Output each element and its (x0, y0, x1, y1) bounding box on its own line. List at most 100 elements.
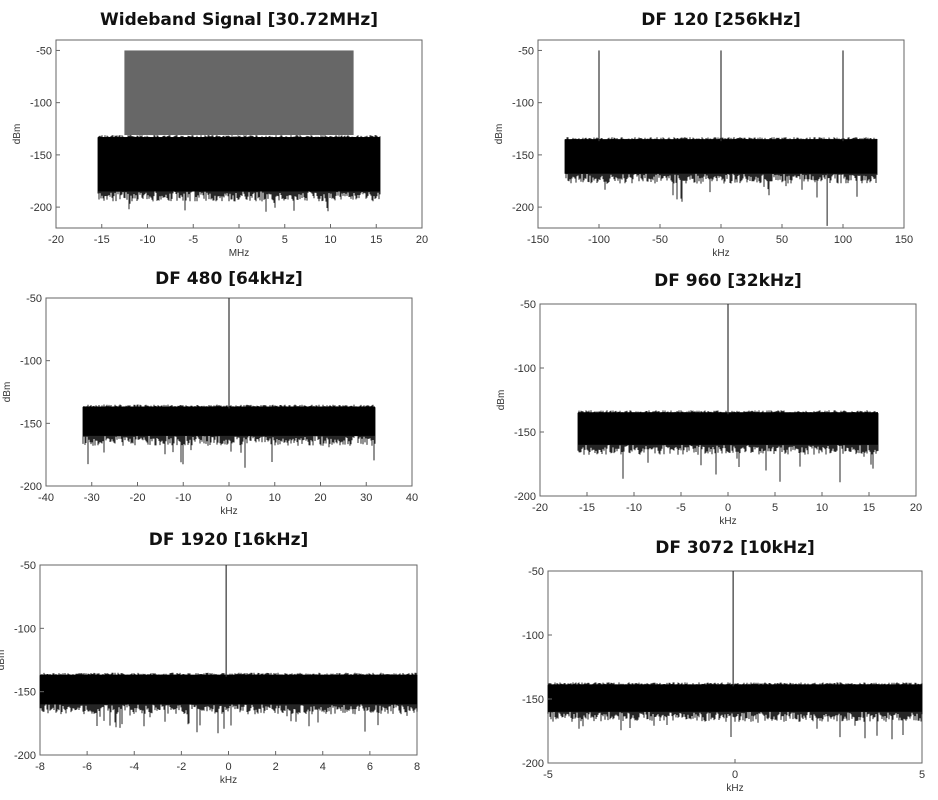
x-axis-label: kHz (712, 248, 729, 259)
x-tick-label: 0 (225, 761, 231, 773)
plot-area (547, 570, 923, 764)
subplot-2: DF 120 [256kHz] -150 -100 -50 0 50 100 150 -50 -1… (494, 10, 913, 259)
y-tick-label: -100 (20, 356, 42, 368)
x-tick-label: 6 (367, 761, 373, 773)
x-tick-label: 2 (273, 761, 279, 773)
y-tick-label: -150 (30, 150, 52, 162)
x-axis-label: kHz (726, 783, 743, 794)
y-tick-label: -50 (26, 293, 42, 305)
x-tick-label: 0 (226, 492, 232, 504)
x-tick-label: -150 (527, 234, 549, 246)
x-tick-label: -20 (130, 492, 146, 504)
x-tick-label: 10 (269, 492, 281, 504)
x-tick-label: 15 (370, 234, 382, 246)
x-axis-label: kHz (719, 516, 736, 527)
x-tick-label: -10 (140, 234, 156, 246)
x-tick-label: -6 (82, 761, 92, 773)
x-tick-label: 4 (320, 761, 326, 773)
x-axis-label: MHz (229, 248, 250, 259)
subplot-5: DF 1920 [16kHz] -8 -6 -4 -2 0 2 4 6 8 -50 -100 -150 -… (0, 530, 420, 786)
y-axis-label: dBm (0, 650, 7, 671)
y-tick-label: -150 (20, 418, 42, 430)
x-tick-label: -5 (676, 502, 686, 514)
chart-title: DF 480 [64kHz] (155, 269, 303, 289)
y-axis-label: dBm (494, 124, 505, 145)
y-tick-label: -150 (514, 427, 536, 439)
y-tick-label: -50 (528, 566, 544, 578)
y-tick-label: -200 (514, 491, 536, 503)
x-tick-label: 10 (816, 502, 828, 514)
y-tick-label: -100 (514, 363, 536, 375)
subplot-4: DF 960 [32kHz]-20 -15 -10 -5 0 5 10 15 20-50-100… (496, 271, 922, 527)
x-tick-label: 40 (406, 492, 418, 504)
x-tick-label: -5 (543, 769, 553, 781)
x-tick-label: 10 (324, 234, 336, 246)
y-tick-label: -50 (518, 45, 534, 57)
x-tick-label: 5 (282, 234, 288, 246)
chart-title: DF 3072 [10kHz] (655, 538, 815, 558)
y-tick-label: -150 (512, 150, 534, 162)
x-tick-label: 0 (236, 234, 242, 246)
y-tick-label: -200 (512, 202, 534, 214)
x-tick-label: -15 (94, 234, 110, 246)
noise-floor-series (82, 404, 376, 468)
y-tick-label: -200 (30, 202, 52, 214)
subplot-1: Wideband Signal [30.72MHz]-20 -15 -10 -5 0 5 1… (12, 10, 428, 259)
x-tick-label: -15 (579, 502, 595, 514)
x-tick-label: -10 (175, 492, 191, 504)
y-tick-label: -200 (20, 481, 42, 493)
x-tick-label: 50 (776, 234, 788, 246)
y-axis-label: dBm (12, 124, 23, 145)
y-tick-label: -150 (14, 687, 36, 699)
y-tick-label: -200 (14, 750, 36, 762)
y-tick-label: -150 (522, 694, 544, 706)
x-tick-label: -20 (48, 234, 64, 246)
x-tick-label: 30 (360, 492, 372, 504)
y-tick-label: -50 (36, 45, 52, 57)
x-tick-label: -100 (588, 234, 610, 246)
x-tick-label: -5 (188, 234, 198, 246)
x-tick-label: 150 (895, 234, 913, 246)
x-tick-label: 5 (772, 502, 778, 514)
plot-area (39, 564, 418, 756)
chart-title: DF 1920 [16kHz] (149, 530, 309, 550)
x-tick-label: 100 (834, 234, 852, 246)
y-tick-label: -100 (30, 98, 52, 110)
x-tick-label: 5 (919, 769, 925, 781)
y-tick-label: -100 (14, 623, 36, 635)
x-tick-label: 0 (732, 769, 738, 781)
x-tick-label: -20 (532, 502, 548, 514)
x-tick-label: 20 (910, 502, 922, 514)
x-tick-label: 8 (414, 761, 420, 773)
x-axis-label: kHz (220, 506, 237, 517)
x-tick-label: 20 (314, 492, 326, 504)
x-tick-label: -8 (35, 761, 45, 773)
x-tick-label: -50 (652, 234, 668, 246)
x-axis-label: kHz (220, 775, 237, 786)
x-tick-label: -4 (129, 761, 139, 773)
y-tick-label: -200 (522, 758, 544, 770)
y-axis-label: dBm (2, 382, 13, 403)
x-tick-label: -30 (84, 492, 100, 504)
x-tick-label: 0 (718, 234, 724, 246)
tone-band-lines (124, 50, 354, 136)
chart-title: Wideband Signal [30.72MHz] (100, 10, 378, 30)
noise-floor-series (577, 410, 879, 483)
y-tick-label: -50 (520, 299, 536, 311)
x-tick-label: -10 (626, 502, 642, 514)
x-tick-label: -2 (176, 761, 186, 773)
y-axis-label: dBm (496, 390, 507, 411)
chart-title: DF 960 [32kHz] (654, 271, 802, 291)
x-tick-label: -40 (38, 492, 54, 504)
y-tick-label: -50 (20, 560, 36, 572)
chart-title: DF 120 [256kHz] (641, 10, 801, 30)
subplot-3: DF 480 [64kHz]-40 -30 -20 -10 0 10 20 30 40-50-1… (2, 269, 418, 517)
x-tick-label: 15 (863, 502, 875, 514)
x-tick-label: 20 (416, 234, 428, 246)
noise-floor-series (97, 135, 381, 212)
x-tick-label: 0 (725, 502, 731, 514)
y-tick-label: -100 (522, 630, 544, 642)
noise-floor-series (564, 137, 878, 202)
